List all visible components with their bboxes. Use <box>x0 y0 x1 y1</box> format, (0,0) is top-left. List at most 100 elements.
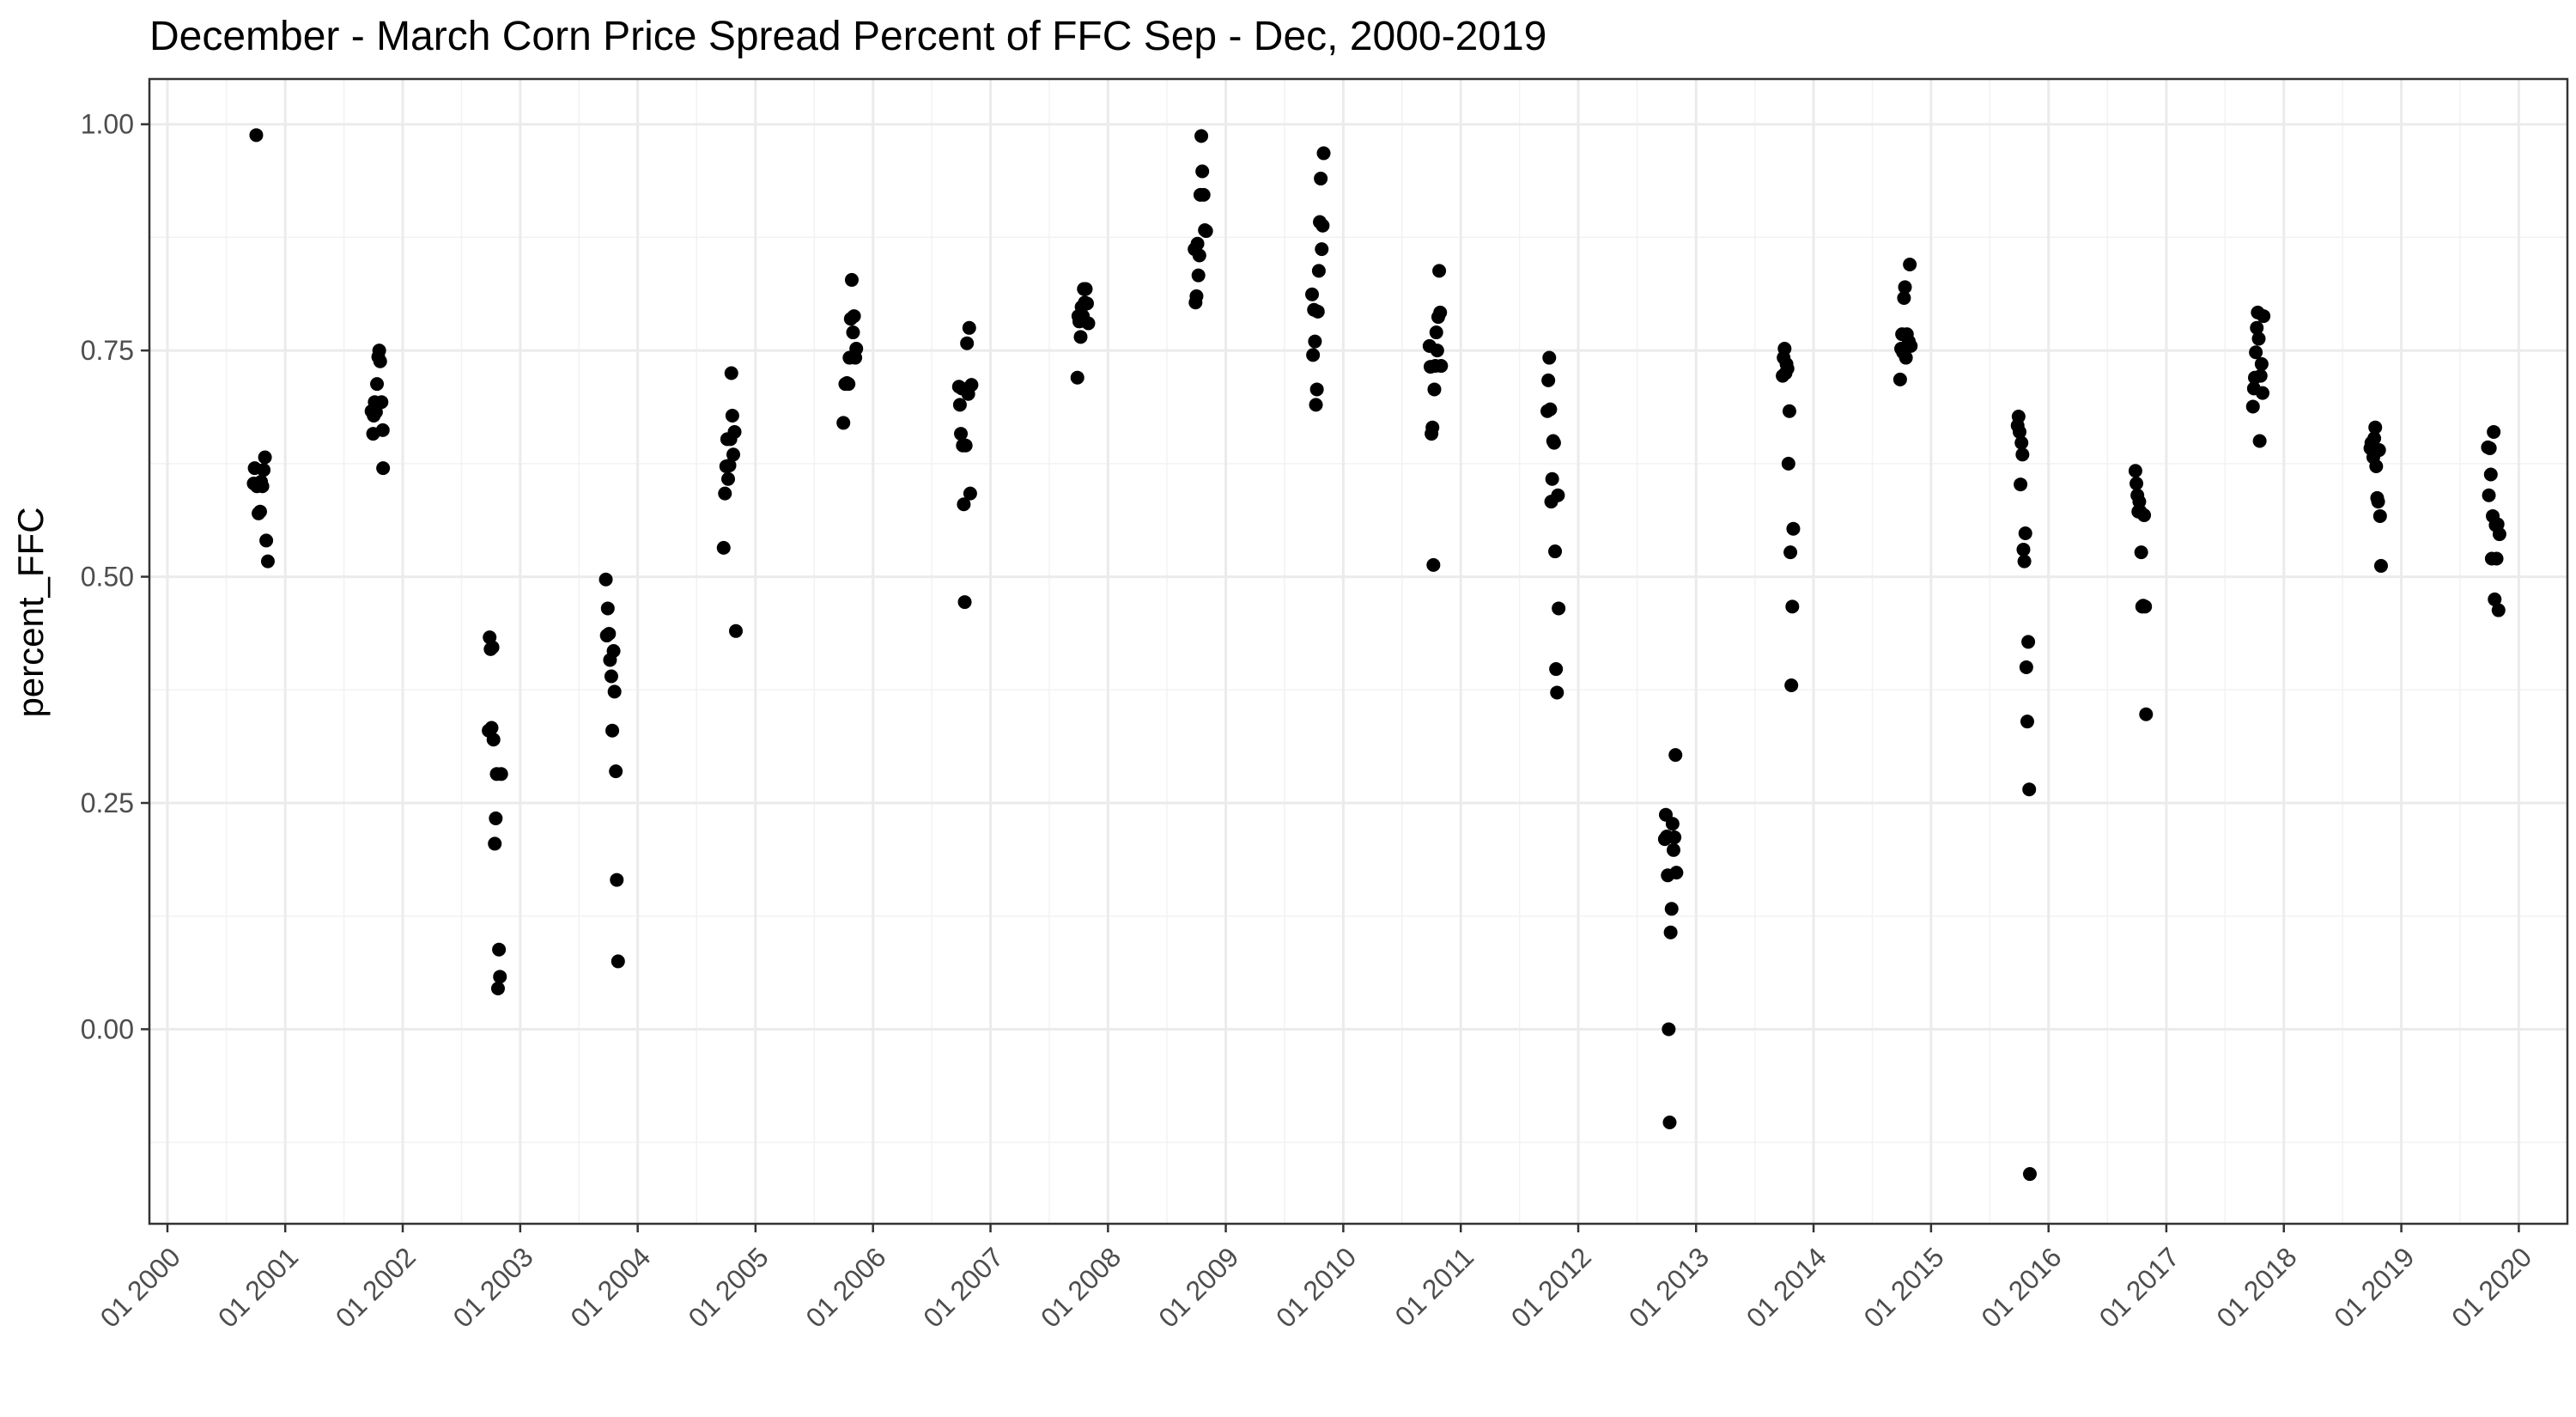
data-point <box>726 447 741 462</box>
data-point <box>258 450 272 465</box>
data-point <box>609 764 623 779</box>
data-point <box>1315 218 1330 233</box>
data-point <box>1199 224 1213 239</box>
data-point <box>2372 508 2387 523</box>
data-point <box>960 336 975 350</box>
data-point <box>1777 342 1792 356</box>
data-point <box>607 684 622 699</box>
data-point <box>373 354 387 368</box>
data-point <box>611 954 625 969</box>
data-point <box>847 309 861 324</box>
data-point <box>836 416 851 430</box>
data-point <box>1668 748 1683 763</box>
data-point <box>1542 350 1557 365</box>
data-point <box>1191 268 1206 283</box>
data-point <box>1781 456 1795 471</box>
data-point <box>964 378 979 392</box>
data-point <box>2483 467 2498 482</box>
data-point <box>1432 264 1447 278</box>
data-point <box>492 942 507 957</box>
y-tick-label: 0.00 <box>81 1013 134 1044</box>
data-point <box>2489 551 2504 566</box>
data-point <box>2253 368 2268 383</box>
y-tick-label: 1.00 <box>81 109 134 140</box>
y-axis-ticks: 0.00 0.25 0.50 0.75 1.00 <box>81 109 149 1044</box>
data-point <box>488 836 502 851</box>
data-point <box>1192 248 1206 263</box>
data-point <box>1893 372 1907 386</box>
data-point <box>2138 599 2153 614</box>
data-point <box>1079 296 1094 311</box>
data-point <box>2129 477 2144 491</box>
data-point <box>846 325 860 340</box>
data-point <box>1073 330 1088 344</box>
data-point <box>1194 129 1209 143</box>
data-point <box>1425 420 1440 435</box>
data-point <box>1195 164 1210 179</box>
data-point <box>2128 464 2142 478</box>
data-point <box>1081 316 1096 331</box>
data-point <box>2482 488 2496 502</box>
data-point <box>2139 707 2154 721</box>
data-point <box>2372 443 2386 458</box>
data-point <box>1429 325 1443 340</box>
data-point <box>1662 1115 1677 1129</box>
data-point <box>2014 435 2029 450</box>
data-point <box>376 461 391 476</box>
data-point <box>1665 817 1680 831</box>
data-point <box>260 554 275 569</box>
data-point <box>602 626 617 641</box>
data-point <box>1783 545 1798 560</box>
data-point <box>2022 1167 2037 1182</box>
data-point <box>493 970 507 984</box>
data-point <box>375 423 390 437</box>
y-tick-label: 0.50 <box>81 562 134 593</box>
data-point <box>484 721 499 735</box>
y-axis-label: percent_FFC <box>10 507 51 717</box>
data-point <box>721 471 736 486</box>
data-point <box>841 377 856 392</box>
data-point <box>1309 382 1324 397</box>
data-point <box>2482 441 2497 455</box>
data-point <box>1427 382 1442 397</box>
data-point <box>257 463 271 477</box>
data-point <box>1550 685 1564 700</box>
data-point <box>1541 373 1556 387</box>
data-point <box>1903 258 1917 272</box>
data-point <box>722 458 737 472</box>
data-point <box>1785 599 1800 614</box>
data-point <box>259 533 274 548</box>
data-point <box>2017 554 2032 569</box>
data-point <box>1897 291 1911 306</box>
data-point <box>2134 545 2148 560</box>
data-point <box>1543 402 1558 417</box>
data-point <box>486 733 501 747</box>
data-point <box>2368 420 2383 435</box>
data-point <box>370 377 385 392</box>
data-point <box>2014 477 2028 492</box>
data-point <box>1078 282 1093 296</box>
data-point <box>1430 344 1444 358</box>
data-point <box>2488 592 2502 606</box>
data-point <box>958 438 973 453</box>
data-point <box>1663 925 1678 940</box>
data-point <box>610 873 624 887</box>
data-point <box>252 504 267 519</box>
data-point <box>2021 635 2036 649</box>
data-point <box>1314 171 1328 185</box>
data-point <box>1546 435 1561 450</box>
y-tick-label: 0.25 <box>81 788 134 818</box>
data-point <box>963 486 977 501</box>
data-point <box>844 272 859 287</box>
data-point <box>2252 434 2267 448</box>
data-point <box>255 479 270 494</box>
data-point <box>2491 603 2506 617</box>
data-point <box>1545 471 1559 486</box>
data-point <box>1552 601 1566 616</box>
data-point <box>729 623 744 638</box>
data-point <box>249 128 264 143</box>
data-point <box>957 595 972 610</box>
data-point <box>1315 242 1329 257</box>
data-point <box>1434 359 1449 374</box>
